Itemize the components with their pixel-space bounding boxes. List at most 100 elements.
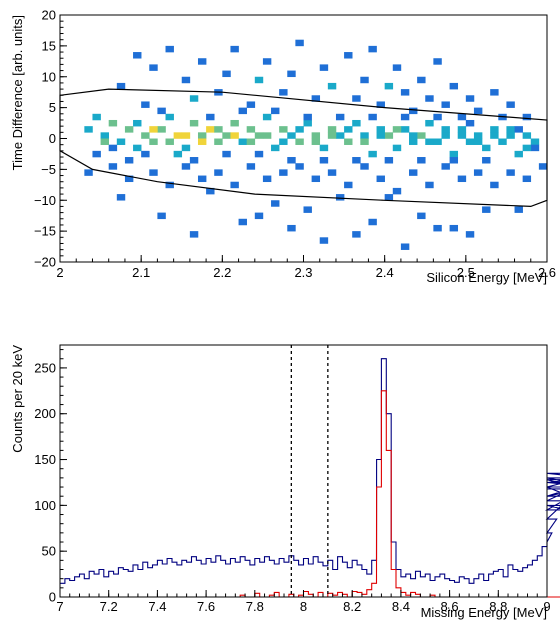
heatmap-cell [246,163,256,170]
histogram-cut-lines [290,345,329,597]
heatmap-cell [409,169,418,176]
heatmap-cell [400,113,410,121]
histogram-series [60,358,560,598]
heatmap-cell [473,132,483,139]
heatmap-cell [498,138,507,145]
heatmap-cell [287,132,296,139]
heatmap-cells [84,39,548,250]
heatmap-cell [222,70,231,78]
heatmap-cell [165,113,174,121]
heatmap-cell [197,132,207,139]
heatmap-cell [457,126,467,133]
heatmap-cell [433,113,442,121]
heatmap-cell [262,132,272,139]
heatmap-cell [189,231,199,238]
heatmap-cell [465,138,475,145]
heatmap-cell [522,132,532,139]
heatmap-cell [457,132,467,139]
heatmap-cell [238,138,247,145]
heatmap-cell [417,212,426,220]
heatmap-cell [319,144,329,152]
heatmap-cell [100,138,109,145]
heatmap-cell [133,144,142,152]
heatmap-cell [141,101,150,108]
heatmap-cell [352,119,361,127]
heatmap-cell [425,181,434,189]
heatmap-y-tick-label: 0 [49,131,56,146]
heatmap-cell [303,119,312,127]
heatmap-cell [279,89,288,96]
heatmap-cell [279,126,288,133]
heatmap-cell [522,113,532,121]
histogram-y-tick-label: 100 [34,498,56,513]
heatmap-cell [303,113,312,121]
heatmap-x-tick-label: 2.5 [457,265,475,280]
heatmap-cell [376,126,385,133]
heatmap-cell [230,132,239,139]
heatmap-cell [165,45,174,53]
heatmap-cell [262,175,272,183]
heatmap-cell [482,206,491,213]
heatmap-cell [311,95,321,102]
cut-polygon [59,88,548,208]
heatmap-cell [189,157,199,164]
heatmap-cell [392,126,402,133]
heatmap-cell [360,132,369,139]
heatmap-cell [409,132,418,139]
heatmap-cell [376,132,385,139]
heatmap-cell [116,138,126,145]
heatmap-cell [311,175,321,183]
heatmap-cell [165,181,174,189]
heatmap-cell [141,150,150,158]
histogram-y-tick-label: 200 [34,406,56,421]
heatmap-cell [230,181,239,189]
heatmap-cell [352,157,361,164]
heatmap-cell [465,95,475,102]
histogram-y-ticks: 0 50 100 150 200 250 [34,349,67,605]
heatmap-cell [295,39,304,47]
histogram-series-all [60,358,560,584]
histogram-ylabel: Counts per 20 keV [10,345,25,453]
heatmap-cell [206,126,215,133]
heatmap-cell [327,169,337,176]
heatmap-cell [238,218,247,226]
histogram-x-tick-label: 7.8 [246,599,264,614]
heatmap-cell [157,107,166,115]
heatmap-cell [360,76,369,84]
heatmap-cell [279,138,288,145]
heatmap-cell [133,52,142,59]
heatmap-cell [197,175,207,183]
heatmap-y-tick-label: 20 [42,8,56,23]
heatmap-cell [295,138,304,145]
heatmap-cell [157,126,166,133]
heatmap-cell [417,132,426,139]
heatmap-cell [238,107,247,115]
heatmap-cell [522,144,532,152]
heatmap-cell [319,237,329,244]
heatmap-cell [246,126,256,133]
heatmap-cell [149,126,158,133]
heatmap-cell [92,150,101,158]
heatmap-cell [133,119,142,127]
heatmap-cell [425,95,434,102]
heatmap-cell [303,206,312,213]
heatmap-cell [473,138,483,145]
heatmap-cell [449,157,459,164]
heatmap-cell [222,132,231,139]
heatmap-cell [490,181,499,189]
heatmap-cell [214,126,223,133]
heatmap-cell [295,126,304,133]
heatmap-cell [189,119,199,127]
heatmap-cell [335,113,345,121]
heatmap-cell [417,76,426,84]
heatmap-cell [279,169,288,176]
heatmap-cell [433,224,442,232]
heatmap-cell [506,132,515,139]
heatmap-x-tick-label: 2.1 [132,265,150,280]
heatmap-cell [360,138,369,145]
heatmap-cell [506,101,515,108]
heatmap-cell [506,126,515,133]
heatmap-cell [157,212,166,220]
heatmap-cell [181,132,191,139]
heatmap-cell [352,95,361,102]
